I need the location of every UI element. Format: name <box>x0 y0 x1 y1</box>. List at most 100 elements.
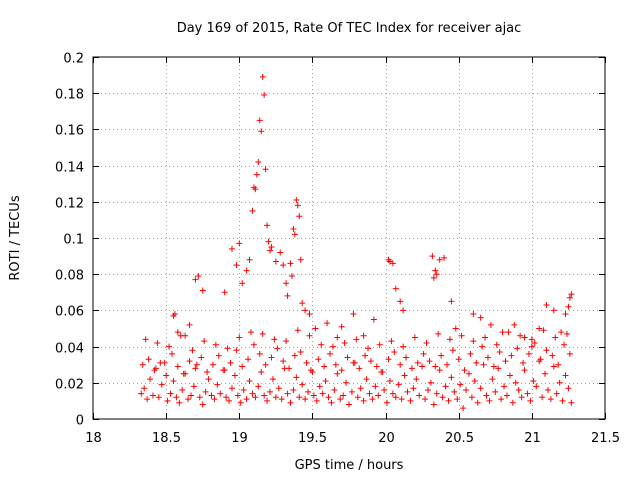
data-point <box>357 385 364 392</box>
data-point <box>559 397 566 404</box>
data-point <box>465 370 472 377</box>
y-tick-label: 0.02 <box>55 378 84 393</box>
data-point <box>268 354 275 361</box>
data-point <box>515 387 522 394</box>
data-point <box>430 274 437 281</box>
data-point <box>157 359 164 366</box>
data-point <box>508 352 515 359</box>
data-point <box>272 394 279 401</box>
data-point <box>348 388 355 395</box>
data-point <box>424 387 431 394</box>
data-point <box>463 387 470 394</box>
data-point <box>353 336 360 343</box>
data-point <box>479 343 486 350</box>
data-point <box>221 289 228 296</box>
data-point <box>363 376 370 383</box>
data-point <box>261 92 268 99</box>
data-point <box>473 359 480 366</box>
data-point <box>563 330 570 337</box>
data-point <box>255 383 262 390</box>
data-point <box>338 367 345 374</box>
data-point <box>306 332 313 339</box>
data-point <box>401 372 408 379</box>
data-point <box>302 307 309 314</box>
data-point <box>444 361 451 368</box>
data-point <box>269 376 276 383</box>
data-point <box>264 397 271 404</box>
data-point <box>186 321 193 328</box>
data-point <box>236 334 243 341</box>
data-point <box>190 383 197 390</box>
data-point <box>138 390 145 397</box>
y-axis-label: ROTI / TECUs <box>8 195 23 280</box>
data-point <box>398 396 405 403</box>
data-point <box>372 383 379 390</box>
data-point <box>192 276 199 283</box>
data-point <box>171 311 178 318</box>
data-point <box>430 401 437 408</box>
points-layer <box>138 73 575 412</box>
data-point <box>439 394 446 401</box>
data-point <box>290 387 297 394</box>
data-point <box>505 329 512 336</box>
data-point <box>302 396 309 403</box>
data-point <box>212 341 219 348</box>
data-point <box>278 396 285 403</box>
data-point <box>155 394 162 401</box>
data-point <box>426 358 433 365</box>
y-tick-labels: 0 0.02 0.04 0.06 0.08 0.1 0.12 0.14 0.16 0.18 0.2 <box>55 52 84 429</box>
data-point <box>306 311 313 318</box>
data-point <box>550 363 557 370</box>
data-point <box>496 349 503 356</box>
data-point <box>294 327 301 334</box>
data-point <box>319 390 326 397</box>
x-tick-label: 20.5 <box>445 431 474 446</box>
data-point <box>540 327 547 334</box>
data-point <box>544 387 551 394</box>
data-point <box>517 332 524 339</box>
data-point <box>139 361 146 368</box>
data-point <box>233 347 240 354</box>
y-tick-label: 0.2 <box>63 52 84 67</box>
data-point <box>258 368 265 375</box>
data-point <box>202 388 209 395</box>
data-point <box>413 376 420 383</box>
data-point <box>533 383 540 390</box>
data-point <box>290 225 297 232</box>
data-point <box>299 381 306 388</box>
data-point <box>477 385 484 392</box>
data-point <box>470 338 477 345</box>
data-point <box>555 361 562 368</box>
data-point <box>154 339 161 346</box>
data-point <box>486 397 493 404</box>
data-point <box>158 381 165 388</box>
data-point <box>367 358 374 365</box>
data-point <box>234 392 241 399</box>
data-point <box>293 374 300 381</box>
data-point <box>283 338 290 345</box>
data-point <box>217 390 224 397</box>
data-point <box>291 231 298 238</box>
data-point <box>521 334 528 341</box>
data-point <box>185 396 192 403</box>
data-point <box>452 325 459 332</box>
data-point <box>441 254 448 261</box>
data-point <box>550 307 557 314</box>
data-point <box>283 280 290 287</box>
data-point <box>461 367 468 374</box>
data-point <box>141 385 148 392</box>
data-point <box>328 399 335 406</box>
data-point <box>199 287 206 294</box>
data-point <box>543 301 550 308</box>
data-point <box>284 390 291 397</box>
data-point <box>565 303 572 310</box>
data-point <box>549 352 556 359</box>
data-point <box>176 399 183 406</box>
data-point <box>297 349 304 356</box>
data-point <box>493 341 500 348</box>
data-point <box>503 392 510 399</box>
data-point <box>247 329 254 336</box>
x-tick-label: 19.5 <box>298 431 327 446</box>
data-point <box>422 396 429 403</box>
data-point <box>512 379 519 386</box>
